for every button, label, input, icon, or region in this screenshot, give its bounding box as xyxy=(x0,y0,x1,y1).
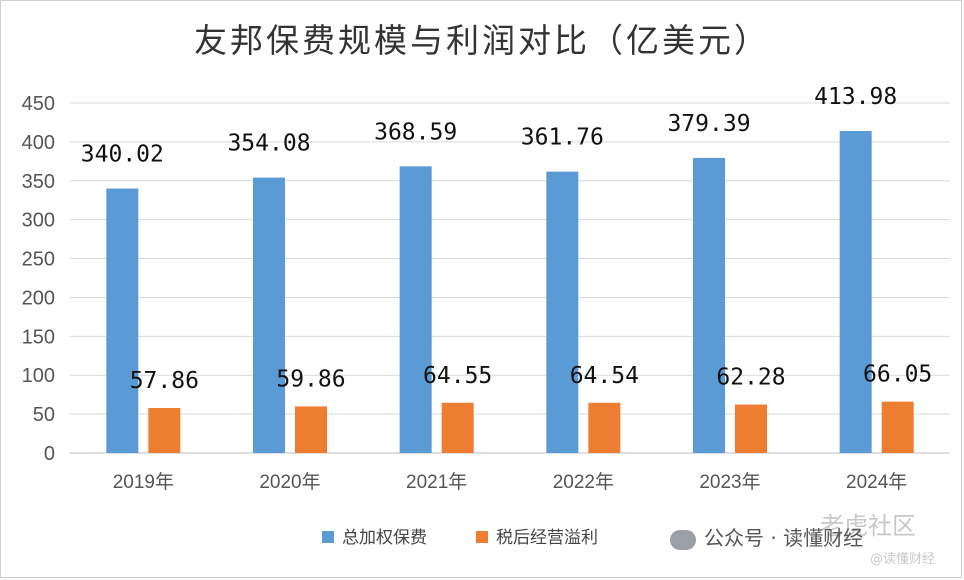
bar-operating-profit xyxy=(735,404,767,453)
watermark-overlay: 老虎社区 xyxy=(820,512,916,540)
y-tick-label: 150 xyxy=(22,326,55,348)
bar-total-weighted-premium xyxy=(693,157,725,453)
y-tick-label: 300 xyxy=(22,210,55,232)
x-tick-label: 2024年 xyxy=(846,471,907,493)
data-label: 64.55 xyxy=(423,363,492,389)
y-tick-label: 250 xyxy=(22,249,55,271)
bar-operating-profit xyxy=(881,401,914,453)
legend: 总加权保费 税后经营溢利 xyxy=(322,528,598,548)
data-label: 66.05 xyxy=(863,362,932,388)
legend-swatch xyxy=(476,531,488,543)
x-tick-label: 2020年 xyxy=(259,471,320,493)
data-label: 361.76 xyxy=(521,125,604,151)
bar-total-weighted-premium xyxy=(839,131,872,453)
data-labels: 340.02 57.86 354.08 59.86 368.59 64.55 361.76 6… xyxy=(81,84,933,394)
bar-total-weighted-premium xyxy=(399,166,432,453)
data-label: 379.39 xyxy=(667,111,750,137)
legend-label: 税后经营溢利 xyxy=(496,528,598,548)
y-tick-label: 50 xyxy=(33,404,55,426)
x-tick-label: 2023年 xyxy=(699,471,760,493)
y-tick-label: 400 xyxy=(22,132,55,154)
data-label: 413.98 xyxy=(814,84,897,110)
legend-swatch xyxy=(322,531,334,543)
bar-operating-profit xyxy=(295,406,327,453)
x-axis-ticks: 2019年 2020年 2021年 2022年 2023年 2024年 xyxy=(113,471,908,493)
data-label: 354.08 xyxy=(227,131,310,157)
chart-title: 友邦保费规模与利润对比（亿美元） xyxy=(194,21,770,60)
bar-total-weighted-premium xyxy=(546,171,579,453)
bar-operating-profit xyxy=(588,402,621,453)
x-tick-label: 2021年 xyxy=(406,471,467,493)
legend-label: 总加权保费 xyxy=(342,528,427,548)
bar-operating-profit xyxy=(441,402,474,453)
y-tick-label: 0 xyxy=(44,443,55,465)
x-tick-label: 2019年 xyxy=(113,471,174,493)
gridlines xyxy=(70,102,950,454)
data-label: 368.59 xyxy=(374,119,457,145)
bar-total-weighted-premium xyxy=(106,188,139,454)
watermark: 公众号 · 读懂财经 xyxy=(670,522,863,551)
y-tick-label: 350 xyxy=(22,171,55,193)
y-tick-label: 200 xyxy=(22,287,55,309)
data-label: 64.54 xyxy=(570,363,639,389)
watermark-text: 公众号 · 读懂财经 xyxy=(704,526,864,550)
bar-total-weighted-premium xyxy=(253,177,285,454)
wechat-icon xyxy=(670,529,696,550)
bars xyxy=(106,131,914,454)
data-label: 57.86 xyxy=(130,368,199,394)
y-axis-ticks: 0 50 100 150 200 250 300 350 400 450 xyxy=(22,93,55,465)
bar-operating-profit xyxy=(148,407,181,453)
y-tick-label: 100 xyxy=(22,365,55,387)
data-label: 62.28 xyxy=(716,365,785,391)
watermark-overlay-small: @读懂财经 xyxy=(870,552,936,567)
data-label: 59.86 xyxy=(276,366,345,392)
y-tick-label: 450 xyxy=(22,93,55,115)
x-tick-label: 2022年 xyxy=(553,471,614,493)
data-label: 340.02 xyxy=(81,142,164,168)
